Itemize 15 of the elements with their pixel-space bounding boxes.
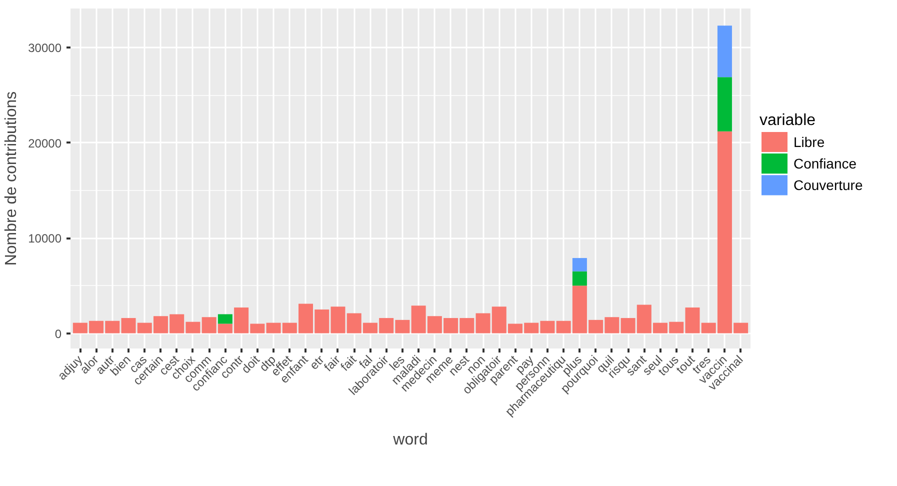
bar <box>717 77 732 132</box>
y-axis-title: Nombre de contributions <box>3 91 20 266</box>
bar <box>218 314 232 324</box>
y-tick-label: 20000 <box>28 136 62 150</box>
y-tick-label: 30000 <box>28 41 62 56</box>
legend-label: Couverture <box>794 177 863 194</box>
bar <box>572 271 587 286</box>
legend-label: Libre <box>794 134 825 150</box>
x-axis-title: word <box>392 432 428 449</box>
bar <box>572 258 587 272</box>
legend-label: Confiance <box>794 156 857 172</box>
y-tick-label: 10000 <box>28 232 62 246</box>
legend-title: variable <box>760 112 816 129</box>
y-tick-label: 0 <box>54 326 62 341</box>
bar <box>717 26 732 78</box>
